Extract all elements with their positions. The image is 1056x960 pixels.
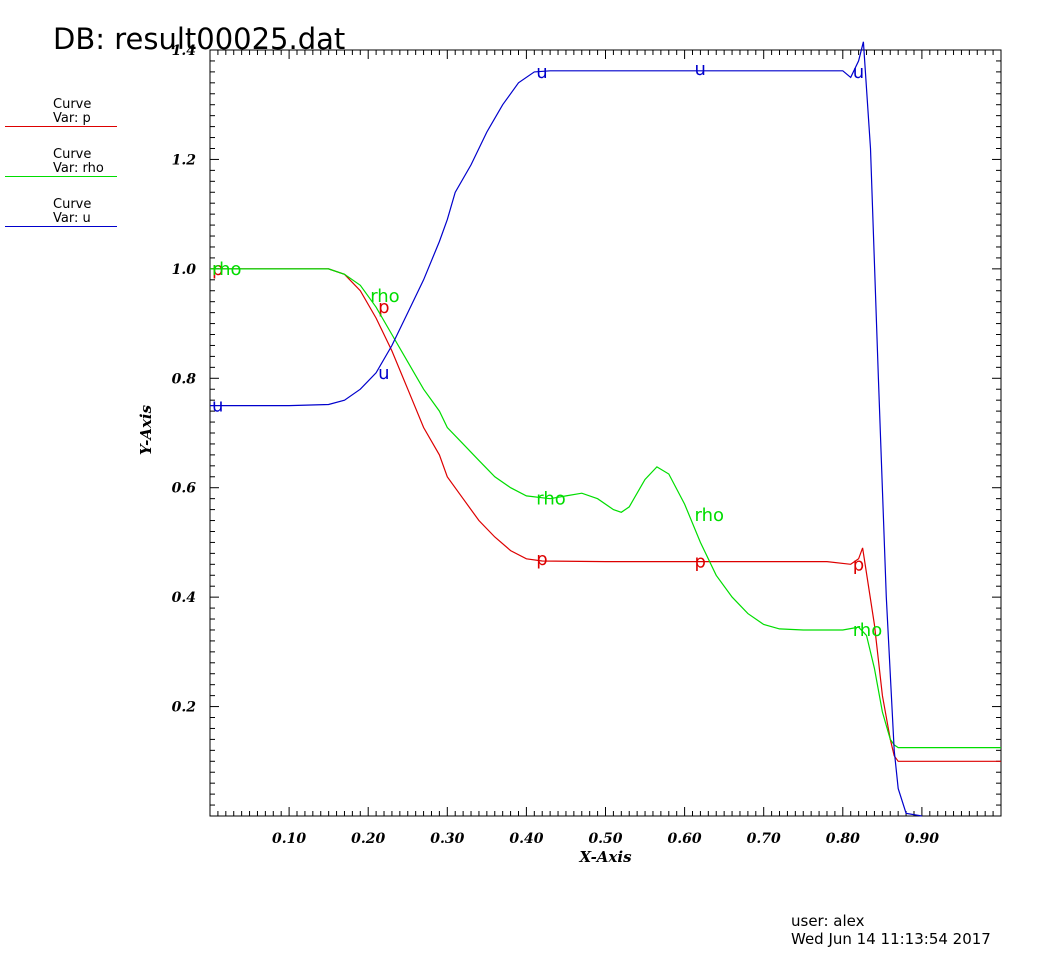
series-marker-rho: rho <box>212 259 242 280</box>
y-tick-label: 0.6 <box>172 481 197 497</box>
y-tick-label: 1.2 <box>172 152 197 168</box>
legend-swatch-p <box>5 126 117 127</box>
legend-entry-u: Curve Var: u <box>5 198 117 238</box>
legend-var: Var: p <box>53 111 91 126</box>
y-axis-title: Y-Axis <box>137 404 155 455</box>
x-tick-label: 0.30 <box>430 831 464 847</box>
x-tick-label: 0.70 <box>747 831 781 847</box>
legend-label: Curve <box>53 147 92 162</box>
legend-entry-rho: Curve Var: rho <box>5 148 117 188</box>
legend-var: Var: rho <box>53 161 104 176</box>
x-tick-label: 0.10 <box>272 831 306 847</box>
series-marker-rho: rho <box>370 286 400 307</box>
series-marker-rho: rho <box>695 505 725 526</box>
x-tick-label: 0.80 <box>826 831 860 847</box>
series-marker-u: u <box>695 59 706 80</box>
legend-label: Curve <box>53 97 92 112</box>
series-line-u <box>210 41 923 817</box>
series-marker-p: p <box>853 554 864 575</box>
legend-swatch-u <box>5 226 117 227</box>
x-tick-label: 0.20 <box>351 831 385 847</box>
series-marker-u: u <box>853 62 864 83</box>
series-marker-u: u <box>212 396 223 417</box>
y-tick-label: 1.4 <box>172 43 196 59</box>
y-tick-label: 0.8 <box>172 371 197 387</box>
y-tick-label: 0.4 <box>172 590 196 606</box>
footer-date: Wed Jun 14 11:13:54 2017 <box>791 930 991 948</box>
plot-frame <box>209 49 1002 817</box>
x-tick-label: 0.50 <box>588 831 622 847</box>
series-marker-rho: rho <box>536 489 566 510</box>
series-line-p <box>210 268 1001 762</box>
y-tick-label: 1.0 <box>172 262 197 278</box>
x-tick-label: 0.60 <box>668 831 702 847</box>
footer-user: user: alex <box>791 912 865 930</box>
legend-swatch-rho <box>5 176 117 177</box>
x-axis-title: X-Axis <box>578 848 632 866</box>
y-tick-label: 0.2 <box>172 700 197 716</box>
legend-label: Curve <box>53 197 92 212</box>
series-marker-u: u <box>378 363 389 384</box>
legend-entry-p: Curve Var: p <box>5 98 117 138</box>
x-tick-label: 0.90 <box>905 831 939 847</box>
series-marker-rho: rho <box>853 620 883 641</box>
legend-var: Var: u <box>53 211 91 226</box>
series-line-rho <box>210 268 1001 749</box>
series-marker-p: p <box>378 297 389 318</box>
series-marker-p: p <box>536 549 547 570</box>
series-marker-p: p <box>695 552 706 573</box>
series-marker-u: u <box>536 62 547 83</box>
x-tick-label: 0.40 <box>509 831 543 847</box>
